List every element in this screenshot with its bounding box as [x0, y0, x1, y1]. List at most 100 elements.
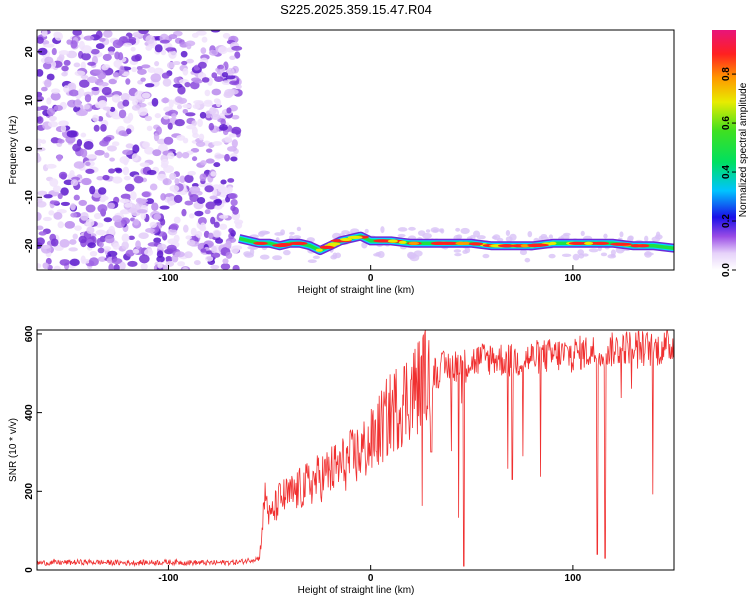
noise-blob — [113, 263, 120, 270]
noise-blob — [121, 71, 130, 77]
noise-blob — [154, 60, 160, 67]
noise-blob — [179, 175, 186, 183]
noise-blob — [211, 88, 222, 96]
noise-blob — [59, 239, 70, 248]
noise-blob — [46, 73, 55, 81]
noise-blob — [144, 115, 152, 122]
noise-blob — [232, 264, 240, 270]
noise-blob — [187, 170, 196, 176]
noise-blob — [53, 211, 63, 220]
noise-blob — [171, 113, 177, 119]
noise-blob — [137, 106, 148, 116]
noise-blob — [70, 212, 78, 218]
noise-blob — [230, 205, 236, 212]
noise-blob — [131, 104, 141, 111]
noise-blob — [120, 209, 128, 215]
noise-blob — [217, 46, 228, 55]
noise-blob — [37, 225, 44, 231]
signal-halo — [460, 227, 470, 234]
noise-blob — [130, 191, 137, 201]
y-tick-label: 10 — [24, 94, 35, 106]
noise-blob — [108, 168, 116, 174]
noise-blob — [103, 30, 113, 38]
signal-halo — [603, 233, 608, 239]
noise-blob — [197, 118, 203, 128]
noise-blob — [44, 79, 52, 88]
noise-blob — [97, 115, 104, 122]
noise-blob — [41, 86, 48, 92]
signal-halo — [588, 248, 599, 253]
noise-blob — [60, 201, 70, 207]
signal-halo — [473, 230, 481, 238]
noise-blob — [163, 136, 174, 145]
noise-blob — [200, 47, 207, 55]
signal-halo — [407, 251, 415, 259]
signal-halo — [644, 235, 649, 242]
signal-peak — [398, 240, 407, 244]
colorbar-tick-label: 0.0 — [721, 263, 732, 277]
noise-blob — [123, 42, 133, 47]
noise-blob — [58, 50, 70, 56]
noise-blob — [214, 204, 223, 210]
spectrogram-ylabel: Frequency (Hz) — [8, 116, 19, 185]
noise-blob — [168, 50, 177, 59]
colorbar-tick-label: 0.8 — [721, 67, 732, 81]
noise-blob — [230, 199, 238, 206]
noise-blob — [186, 43, 192, 50]
noise-blob — [228, 228, 234, 234]
noise-blob — [218, 214, 229, 219]
signal-halo — [540, 234, 548, 239]
noise-blob — [149, 183, 158, 191]
signal-halo — [476, 235, 486, 240]
noise-blob — [123, 175, 131, 181]
signal-halo — [651, 236, 661, 242]
noise-blob — [102, 246, 112, 251]
noise-blob — [176, 151, 183, 159]
noise-blob — [213, 221, 220, 228]
noise-blob — [160, 50, 167, 56]
noise-blob — [42, 40, 50, 45]
noise-blob — [200, 248, 207, 253]
noise-blob — [201, 36, 208, 43]
signal-halo — [524, 257, 531, 263]
signal-halo — [274, 232, 284, 236]
noise-blob — [149, 221, 157, 228]
noise-blob — [231, 139, 238, 148]
signal-halo — [454, 252, 462, 257]
noise-blob — [194, 210, 204, 217]
noise-blob — [107, 250, 118, 257]
signal-halo — [527, 230, 533, 238]
noise-blob — [200, 160, 207, 166]
noise-blob — [145, 35, 155, 45]
noise-blob — [181, 208, 187, 217]
noise-blob — [133, 175, 144, 184]
noise-blob — [225, 75, 236, 80]
noise-blob — [121, 241, 129, 250]
noise-blob — [49, 178, 59, 187]
noise-blob — [193, 79, 203, 84]
noise-blob — [47, 120, 58, 128]
noise-blob — [125, 249, 135, 257]
noise-blob — [229, 80, 240, 86]
noise-blob — [189, 193, 199, 203]
noise-blob — [40, 244, 51, 249]
snr-ticks: -100 0 100 0 200 400 600 — [24, 325, 582, 584]
noise-blob — [152, 149, 162, 157]
y-tick-label: 0 — [24, 567, 35, 573]
noise-blob — [87, 61, 96, 66]
noise-blob — [205, 255, 214, 262]
noise-blob — [157, 144, 169, 153]
signal-halo — [492, 234, 501, 241]
noise-blob — [146, 125, 153, 132]
noise-blob — [58, 120, 69, 127]
noise-blob — [101, 64, 109, 71]
noise-blob — [217, 64, 224, 70]
noise-blob — [142, 141, 151, 148]
noise-blob — [90, 48, 100, 55]
noise-blob — [208, 49, 219, 56]
noise-blob — [201, 77, 210, 83]
colorbar-tick-label: 0.2 — [721, 214, 732, 228]
signal-halo — [619, 231, 624, 238]
noise-blob — [50, 238, 59, 247]
signal-peak — [636, 244, 650, 248]
